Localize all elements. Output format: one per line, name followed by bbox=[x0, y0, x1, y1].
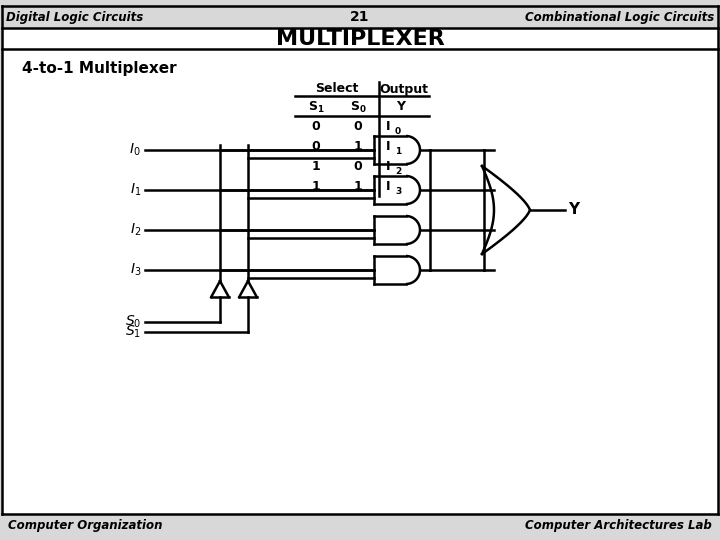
Text: 4-to-1 Multiplexer: 4-to-1 Multiplexer bbox=[22, 60, 176, 76]
Text: 21: 21 bbox=[350, 10, 370, 24]
Text: $\mathbf{S_0}$: $\mathbf{S_0}$ bbox=[350, 99, 366, 114]
Text: 1: 1 bbox=[354, 180, 362, 193]
Text: Computer Organization: Computer Organization bbox=[8, 518, 163, 531]
Text: Output: Output bbox=[379, 83, 428, 96]
Text: $S_0$: $S_0$ bbox=[125, 314, 141, 330]
Text: $S_1$: $S_1$ bbox=[125, 324, 141, 340]
Text: 0: 0 bbox=[312, 140, 320, 153]
Text: Combinational Logic Circuits: Combinational Logic Circuits bbox=[525, 10, 714, 24]
Text: I: I bbox=[386, 179, 390, 192]
Bar bbox=[2, 6, 718, 28]
Text: $I_3$: $I_3$ bbox=[130, 262, 141, 278]
Text: 1: 1 bbox=[395, 146, 401, 156]
Text: $I_1$: $I_1$ bbox=[130, 182, 141, 198]
Text: Select: Select bbox=[315, 83, 359, 96]
Text: 0: 0 bbox=[312, 120, 320, 133]
Text: $I_2$: $I_2$ bbox=[130, 222, 141, 238]
Text: Y: Y bbox=[568, 202, 579, 218]
Text: 3: 3 bbox=[395, 186, 401, 195]
Text: Digital Logic Circuits: Digital Logic Circuits bbox=[6, 10, 143, 24]
Text: $\mathbf{Y}$: $\mathbf{Y}$ bbox=[397, 100, 408, 113]
Text: I: I bbox=[386, 139, 390, 152]
Text: 0: 0 bbox=[354, 160, 362, 173]
Text: I: I bbox=[386, 119, 390, 132]
Text: Computer Architectures Lab: Computer Architectures Lab bbox=[526, 518, 712, 531]
Text: 1: 1 bbox=[354, 140, 362, 153]
Text: 1: 1 bbox=[312, 160, 320, 173]
Text: I: I bbox=[386, 159, 390, 172]
Text: MULTIPLEXER: MULTIPLEXER bbox=[276, 29, 444, 49]
Text: $I_0$: $I_0$ bbox=[130, 142, 141, 158]
Bar bbox=[2, 28, 718, 49]
Text: 2: 2 bbox=[395, 166, 401, 176]
Text: 0: 0 bbox=[354, 120, 362, 133]
Text: 1: 1 bbox=[312, 180, 320, 193]
Text: 0: 0 bbox=[395, 126, 401, 136]
Text: $\mathbf{S_1}$: $\mathbf{S_1}$ bbox=[307, 99, 324, 114]
